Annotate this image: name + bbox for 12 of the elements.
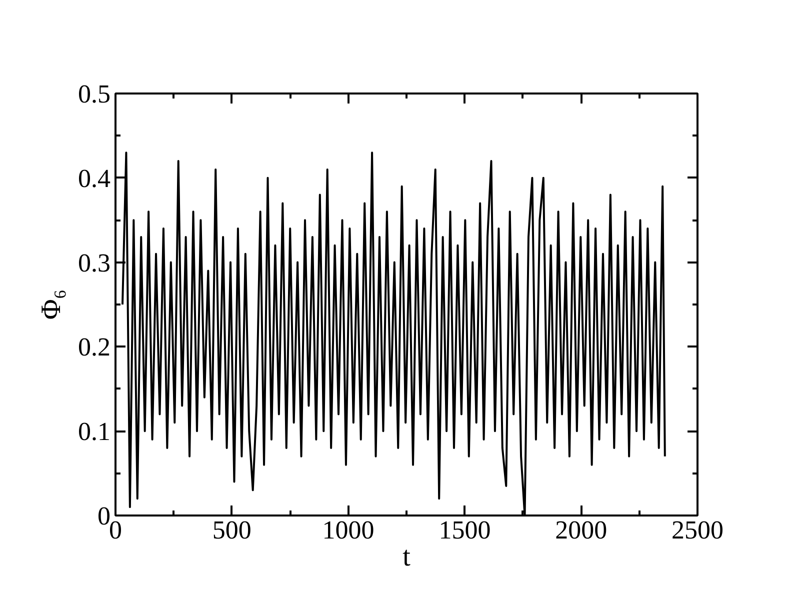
x-tick-label: 1000: [322, 516, 374, 544]
y-tick-label: 0.2: [78, 332, 110, 362]
y-tick-label: 0.4: [78, 164, 110, 193]
x-tick-label: 2500: [672, 516, 724, 544]
y-tick-label: 0.3: [78, 248, 110, 278]
x-tick-label: 1500: [438, 516, 491, 544]
x-tick-label: 500: [212, 516, 252, 544]
x-axis-title: t: [402, 542, 411, 572]
x-tick-label: 2000: [555, 516, 608, 544]
y-tick-label: 0.5: [78, 80, 110, 108]
y-tick-label: 0.1: [78, 417, 110, 446]
y-axis-title: Φ₆: [36, 289, 67, 320]
